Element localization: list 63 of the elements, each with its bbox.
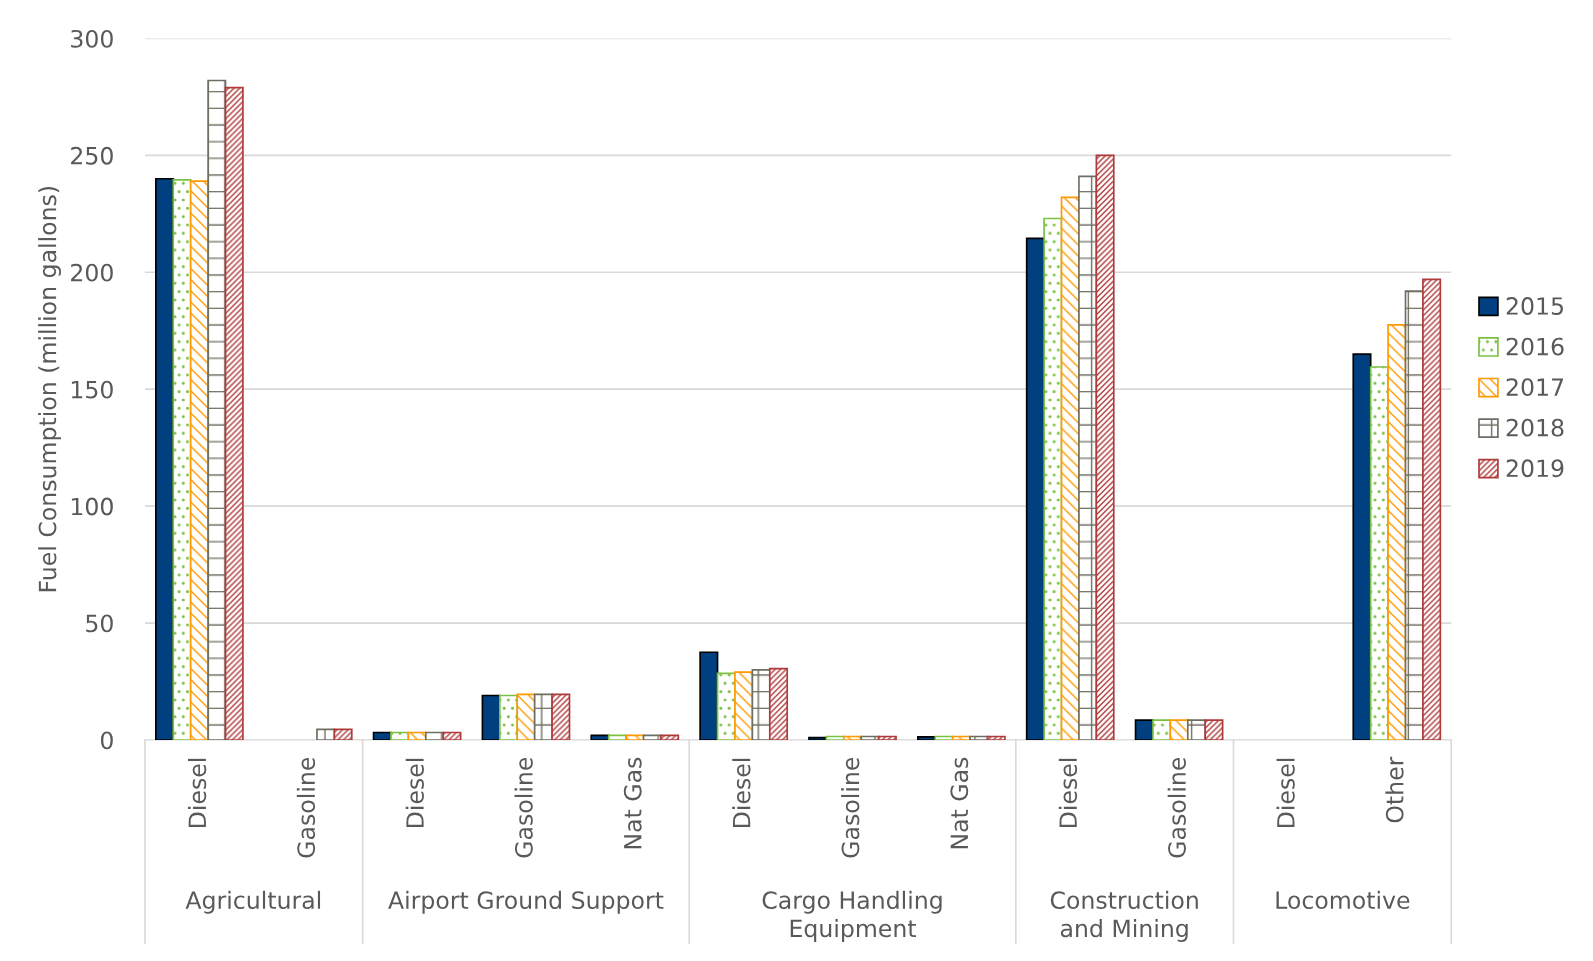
x-tick-label: Diesel — [1276, 758, 1295, 827]
bar — [390, 731, 410, 740]
x-tick-label: Nat Gas — [623, 757, 642, 849]
bar — [699, 651, 719, 740]
bar — [625, 734, 645, 740]
bar — [986, 735, 1006, 740]
bar — [442, 731, 462, 740]
text: Locomotive — [1276, 890, 1410, 910]
bar — [316, 728, 336, 740]
bar — [877, 735, 897, 740]
text: Cargo Handling Equipment — [762, 890, 942, 942]
bar — [716, 672, 736, 740]
bar — [1095, 154, 1115, 740]
bar — [1134, 719, 1154, 740]
x-tick-label: Diesel — [1058, 758, 1078, 827]
bar — [1422, 278, 1442, 740]
bar — [333, 728, 353, 740]
legend-label: 2019 — [1506, 459, 1564, 478]
bar — [768, 667, 789, 740]
x-tick-label: Diesel — [405, 758, 424, 827]
bar — [172, 179, 192, 740]
y-tick-label: 0 — [100, 731, 113, 750]
bar — [1078, 175, 1098, 740]
text: Agricultural — [185, 890, 321, 914]
bar — [734, 671, 754, 740]
y-axis-title: Fuel Consumption (million gallons) — [38, 186, 62, 592]
text: Construction and Mining — [1050, 890, 1198, 942]
bar — [642, 734, 662, 740]
legend-label: 2018 — [1506, 418, 1564, 437]
x-tick-label: Gasoline — [1167, 757, 1186, 858]
y-tick-label: 250 — [71, 146, 113, 165]
bar — [590, 734, 610, 740]
bar — [660, 734, 680, 740]
bar — [808, 736, 828, 740]
bar — [1043, 217, 1063, 740]
bar — [1387, 324, 1407, 740]
x-tick-label: Diesel — [187, 758, 207, 827]
y-tick-label: 50 — [86, 614, 113, 633]
bar — [516, 693, 536, 740]
bar — [551, 693, 571, 740]
bar — [1352, 353, 1372, 740]
bar — [1186, 719, 1207, 740]
bar — [207, 79, 227, 740]
bar — [607, 734, 627, 740]
text: Airport Ground Support — [388, 890, 664, 914]
x-tick-label: Nat Gas — [950, 757, 969, 849]
bar — [1204, 719, 1224, 740]
x-tick-label: Gasoline — [841, 757, 860, 858]
x-tick-label: Other — [1385, 756, 1404, 823]
bar — [1152, 719, 1172, 740]
y-tick-label: 300 — [71, 29, 113, 48]
x-tick-label: Diesel — [732, 758, 751, 827]
legend-label: 2015 — [1506, 297, 1563, 315]
legend-label: 2016 — [1506, 337, 1564, 356]
y-tick-label: 150 — [71, 380, 113, 399]
x-tick-label: Gasoline — [514, 757, 533, 858]
bar — [1169, 719, 1189, 740]
bar — [224, 86, 244, 740]
y-tick-label: 200 — [71, 263, 113, 282]
legend-label: 2017 — [1506, 378, 1564, 397]
x-tick-label: Gasoline — [296, 757, 316, 858]
bar — [916, 736, 937, 740]
y-tick-label: 100 — [71, 497, 113, 516]
